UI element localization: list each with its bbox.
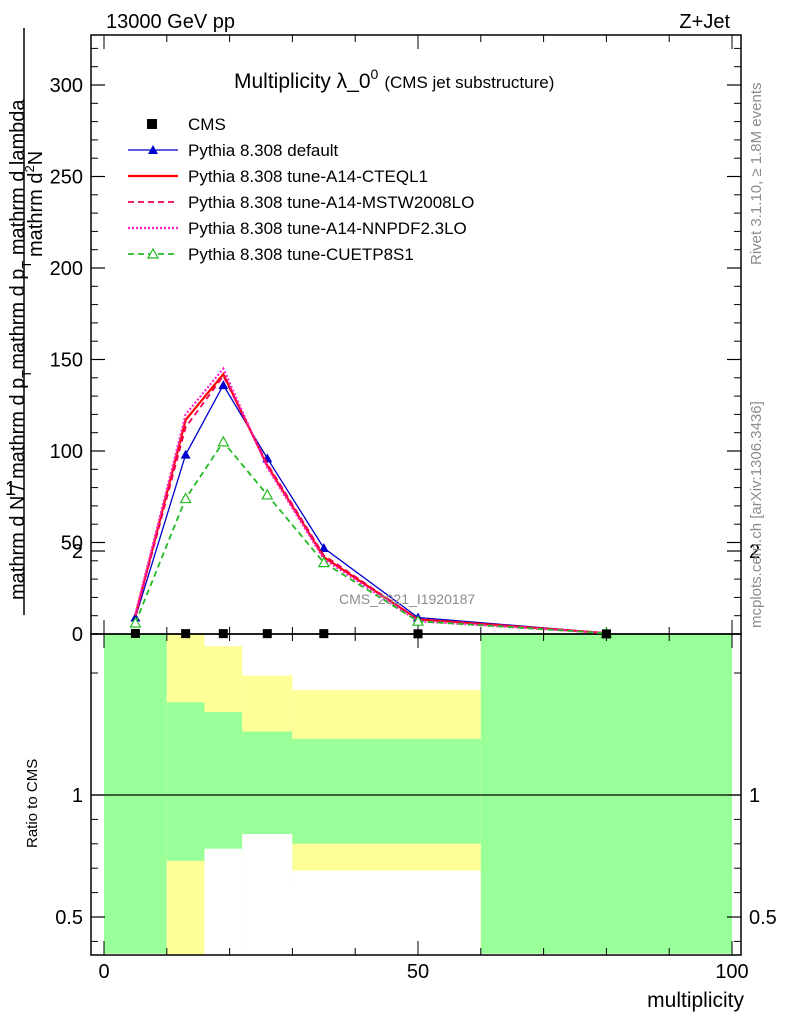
cms-point bbox=[413, 629, 423, 639]
y-tick-label: 0 bbox=[72, 624, 83, 646]
y-label-top-numer: mathrm d2N bbox=[22, 151, 47, 257]
ratio-band-empty bbox=[292, 870, 481, 955]
header-left: 13000 GeV pp bbox=[106, 11, 235, 33]
legend-label: Pythia 8.308 tune-CUETP8S1 bbox=[188, 245, 414, 264]
plot-title: Multiplicity λ_00 (CMS jet substructure) bbox=[234, 66, 554, 93]
series-point bbox=[411, 614, 425, 626]
legend-label: Pythia 8.308 tune-A14-MSTW2008LO bbox=[188, 193, 474, 212]
series-point bbox=[180, 449, 191, 459]
cms-point bbox=[218, 629, 228, 639]
series-line bbox=[134, 374, 607, 634]
mcplots-label: mcplots.cern.ch [arXiv:1306.3436] bbox=[748, 401, 765, 628]
watermark: CMS_2021_I1920187 bbox=[339, 591, 475, 607]
plot-title-small: (CMS jet substructure) bbox=[384, 73, 554, 92]
ratio-tick-label: 0.5 bbox=[55, 907, 83, 929]
plot-title-sup: 0 bbox=[371, 66, 379, 82]
series-point bbox=[179, 492, 192, 504]
cms-point bbox=[130, 628, 140, 638]
legend-label: Pythia 8.308 default bbox=[188, 141, 339, 160]
header-right: Z+Jet bbox=[679, 11, 730, 33]
legend-marker bbox=[146, 247, 160, 259]
series-point bbox=[317, 556, 330, 568]
y-tick-label: 150 bbox=[50, 350, 83, 372]
ratio-band-empty bbox=[242, 834, 293, 955]
x-axis-label: multiplicity bbox=[647, 989, 744, 1012]
y-tick-label: 300 bbox=[50, 75, 83, 97]
ratio-axis-label: Ratio to CMS bbox=[24, 759, 41, 848]
x-tick-label: 0 bbox=[98, 961, 109, 983]
ratio-tick-label: 2 bbox=[72, 541, 83, 563]
ratio-tick-label: 1 bbox=[72, 785, 83, 807]
series-point bbox=[261, 488, 274, 500]
ratio-band-stat bbox=[104, 634, 167, 954]
legend-label: CMS bbox=[188, 115, 226, 134]
series-point bbox=[218, 380, 229, 390]
x-tick-label: 50 bbox=[407, 961, 429, 983]
series-point bbox=[318, 542, 329, 552]
series-point bbox=[129, 616, 142, 628]
series-layer bbox=[129, 366, 613, 639]
y-label-one: 1 bbox=[5, 478, 16, 500]
series-4 bbox=[129, 435, 613, 638]
ratio-tick-label-right: 1 bbox=[749, 785, 760, 807]
x-tick-label: 100 bbox=[715, 961, 748, 983]
ratio-tick-label-right: 2 bbox=[749, 541, 760, 563]
y-label-denom: mathrm d N / mathrm d pTmathrm d pT math… bbox=[7, 99, 34, 600]
cms-data bbox=[130, 628, 611, 639]
cms-point bbox=[262, 629, 272, 639]
plot-title-main: Multiplicity λ_0 bbox=[234, 70, 371, 93]
cms-point bbox=[181, 629, 191, 639]
ratio-band-stat bbox=[292, 738, 481, 844]
y-tick-label: 50 bbox=[61, 533, 83, 555]
rivet-label: Rivet 3.1.10, ≥ 1.8M events bbox=[748, 83, 765, 266]
ratio-band-stat bbox=[480, 634, 732, 954]
cms-point bbox=[601, 629, 611, 639]
y-tick-label: 200 bbox=[50, 258, 83, 280]
ratio-band-empty bbox=[204, 848, 243, 955]
y-axis-label: mathrm d2N mathrm d N / mathrm d pTmathr… bbox=[5, 28, 47, 615]
legend-label: Pythia 8.308 tune-A14-CTEQL1 bbox=[188, 167, 428, 186]
legend: CMS Pythia 8.308 default Pythia 8.308 tune… bbox=[128, 115, 474, 264]
ratio-band-total-lower bbox=[166, 860, 205, 955]
y-tick-label: 250 bbox=[50, 167, 83, 189]
cms-point bbox=[319, 629, 329, 639]
legend-marker-cms bbox=[147, 119, 157, 129]
ratio-band-total-lower bbox=[292, 843, 481, 871]
ratio-tick-label-right: 0.5 bbox=[749, 907, 777, 929]
y-tick-label: 100 bbox=[50, 441, 83, 463]
series-point bbox=[217, 435, 230, 447]
series-2 bbox=[134, 374, 607, 634]
legend-label: Pythia 8.308 tune-A14-NNPDF2.3LO bbox=[188, 219, 467, 238]
legend-marker bbox=[148, 145, 158, 154]
ratio-bands bbox=[104, 634, 732, 955]
